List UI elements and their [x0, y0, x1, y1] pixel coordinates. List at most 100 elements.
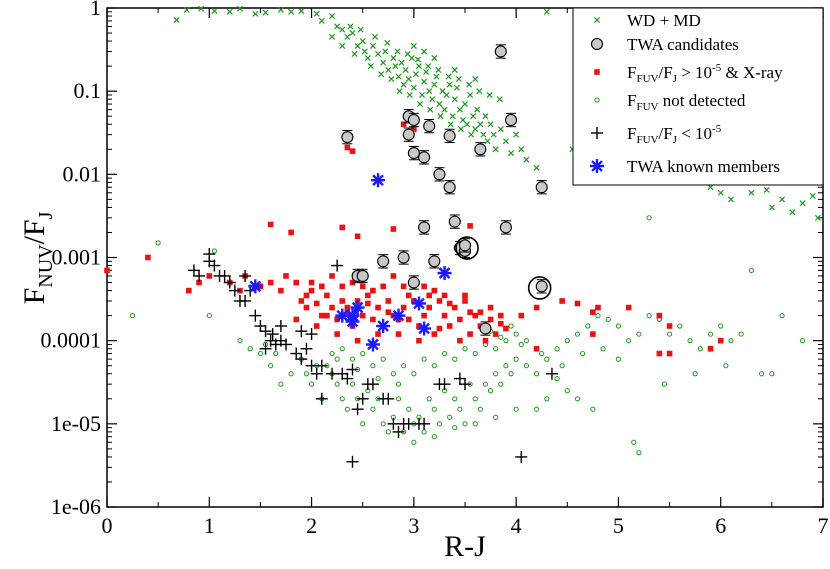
data-point [407, 276, 420, 289]
data-point-stroke [378, 71, 385, 78]
data-point [554, 375, 560, 382]
data-point [728, 338, 734, 344]
data-point [308, 279, 315, 286]
data-point [427, 106, 434, 113]
data-point [329, 273, 335, 279]
data-point-stroke [385, 66, 392, 73]
data-point [533, 164, 540, 171]
data-point-stroke [472, 126, 479, 133]
data-point [615, 356, 622, 362]
data-point [410, 84, 417, 91]
data-point [718, 323, 724, 329]
data-point [789, 209, 796, 216]
data-point [423, 68, 430, 76]
data-point [564, 388, 570, 394]
data-point-dot [418, 151, 431, 164]
data-point [493, 346, 499, 352]
data-point [487, 121, 494, 128]
data-point [646, 215, 652, 221]
data-point-stroke [763, 186, 770, 193]
data-point-dot [443, 129, 456, 142]
data-point-stroke [313, 10, 320, 17]
data-point [370, 406, 376, 412]
data-point [344, 33, 351, 40]
data-point-stroke [372, 174, 384, 187]
data-point-stroke [298, 7, 305, 15]
data-point [228, 284, 241, 297]
data-point-stroke [421, 78, 428, 85]
data-point [431, 331, 438, 337]
data-point [763, 186, 770, 193]
data-point [315, 392, 328, 405]
data-point [347, 23, 354, 30]
data-point [513, 406, 519, 412]
data-point [472, 421, 478, 427]
data-point-stroke [410, 42, 417, 49]
legend-box [572, 7, 824, 186]
data-point [533, 345, 540, 352]
data-point [534, 406, 540, 412]
data-point [472, 350, 478, 357]
data-point [370, 316, 376, 323]
data-point [466, 81, 473, 88]
data-point [280, 338, 292, 351]
data-point [467, 223, 473, 229]
data-point [455, 236, 479, 260]
data-point-stroke [435, 66, 442, 73]
data-point-stroke [226, 8, 233, 15]
data-point [385, 429, 391, 435]
data-point [414, 56, 421, 63]
data-point [411, 371, 417, 377]
data-point-stroke [466, 81, 473, 88]
data-point [326, 367, 339, 380]
data-point [472, 75, 479, 83]
data-point [503, 363, 509, 369]
data-point [738, 331, 744, 337]
data-point-stroke [392, 63, 399, 70]
data-point-stroke [490, 131, 497, 138]
data-point-dot [423, 120, 436, 133]
data-point [293, 316, 300, 323]
data-point [380, 283, 386, 290]
data-point [585, 323, 591, 329]
data-point [129, 313, 136, 319]
data-point [273, 350, 279, 357]
data-point [319, 312, 325, 319]
data-point-dot [377, 255, 390, 268]
data-point-stroke [543, 8, 550, 15]
legend-symbol-twa-known [590, 159, 604, 173]
data-point-stroke [398, 59, 405, 66]
data-point-stroke [346, 315, 359, 328]
data-point [398, 59, 405, 66]
data-point [361, 48, 368, 55]
data-point [498, 312, 504, 319]
data-point-dot [433, 168, 446, 181]
data-point-stroke [288, 8, 295, 15]
data-point-stroke [476, 88, 483, 95]
data-point [382, 392, 395, 405]
data-point [391, 308, 406, 323]
data-point-stroke [748, 189, 755, 196]
data-point-stroke [277, 6, 284, 13]
data-point [354, 233, 361, 240]
data-point [400, 283, 407, 290]
data-point [625, 304, 632, 311]
data-point [502, 138, 509, 145]
data-point-stroke [508, 150, 515, 157]
data-point [600, 346, 606, 352]
data-point [418, 417, 431, 430]
data-point-stroke [717, 189, 724, 196]
legend-symbol-fuv-not-detected [594, 97, 600, 103]
data-point [590, 406, 596, 412]
data-point-stroke [425, 63, 432, 70]
data-point [218, 269, 231, 282]
data-point [385, 298, 392, 304]
x-tick-label: 1 [204, 513, 215, 538]
data-point [482, 337, 489, 344]
data-point [298, 7, 305, 15]
data-point-stroke [318, 17, 325, 24]
data-point-stroke [396, 88, 403, 95]
data-point [498, 334, 504, 340]
data-point [324, 292, 330, 299]
data-point [692, 371, 698, 377]
